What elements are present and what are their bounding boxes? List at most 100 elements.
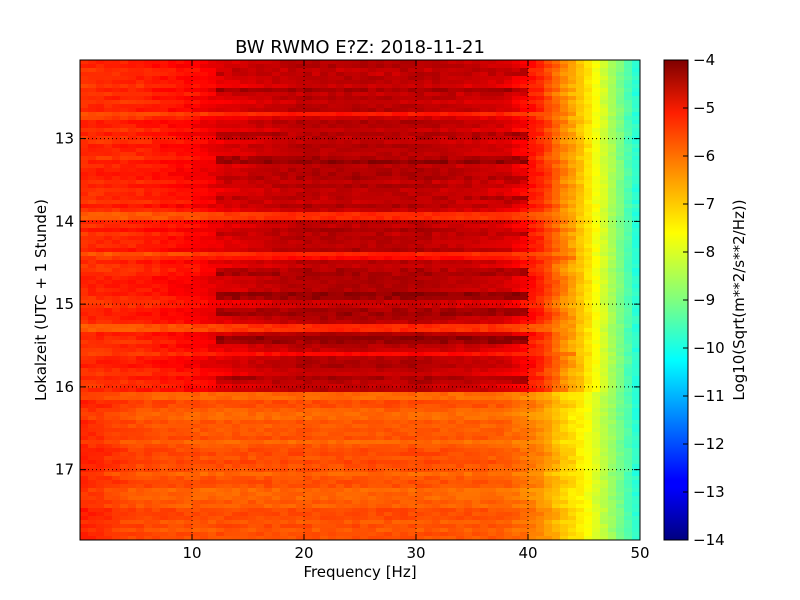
heatmap-cell: [360, 168, 369, 173]
heatmap-cell: [256, 88, 265, 93]
heatmap-cell: [472, 128, 481, 133]
heatmap-cell: [488, 152, 497, 157]
heatmap-cell: [496, 104, 505, 109]
heatmap-cell: [456, 332, 465, 337]
heatmap-cell: [104, 336, 113, 341]
heatmap-cell: [352, 180, 361, 185]
heatmap-cell: [168, 288, 177, 293]
heatmap-cell: [104, 260, 113, 265]
heatmap-cell: [168, 140, 177, 145]
heatmap-cell: [448, 224, 457, 229]
heatmap-cell: [120, 236, 129, 241]
heatmap-cell: [176, 320, 185, 325]
heatmap-cell: [296, 184, 305, 189]
heatmap-cell: [448, 156, 457, 161]
heatmap-cell: [456, 232, 465, 237]
heatmap-cell: [312, 132, 321, 137]
heatmap-cell: [336, 228, 345, 233]
heatmap-cell: [512, 280, 521, 285]
heatmap-cell: [136, 108, 145, 113]
heatmap-cell: [464, 280, 473, 285]
heatmap-cell: [488, 336, 497, 341]
heatmap-cell: [104, 264, 113, 269]
heatmap-cell: [424, 144, 433, 149]
heatmap-cell: [216, 248, 225, 253]
heatmap-cell: [472, 224, 481, 229]
heatmap-cell: [304, 96, 313, 101]
heatmap-cell: [352, 112, 361, 117]
heatmap-cell: [240, 344, 249, 349]
heatmap-cell: [608, 320, 617, 325]
heatmap-cell: [480, 108, 489, 113]
heatmap-cell: [104, 304, 113, 309]
heatmap-cell: [560, 96, 569, 101]
heatmap-cell: [272, 200, 281, 205]
heatmap-cell: [80, 92, 89, 97]
heatmap-cell: [624, 328, 633, 333]
heatmap-cell: [600, 180, 609, 185]
heatmap-cell: [560, 140, 569, 145]
heatmap-cell: [152, 140, 161, 145]
heatmap-cell: [216, 268, 225, 273]
heatmap-cell: [320, 204, 329, 209]
heatmap-cell: [368, 260, 377, 265]
heatmap-cell: [328, 196, 337, 201]
heatmap-cell: [352, 316, 361, 321]
heatmap-cell: [432, 76, 441, 81]
heatmap-cell: [568, 296, 577, 301]
heatmap-cell: [560, 240, 569, 245]
heatmap-cell: [112, 252, 121, 257]
heatmap-cell: [192, 108, 201, 113]
heatmap-cell: [432, 260, 441, 265]
heatmap-cell: [600, 340, 609, 345]
heatmap-cell: [480, 284, 489, 289]
heatmap-cell: [288, 192, 297, 197]
heatmap-cell: [536, 284, 545, 289]
heatmap-cell: [200, 260, 209, 265]
heatmap-cell: [360, 180, 369, 185]
heatmap-cell: [568, 308, 577, 313]
heatmap-cell: [168, 260, 177, 265]
heatmap-cell: [576, 132, 585, 137]
heatmap-cell: [256, 324, 265, 329]
heatmap-cell: [480, 304, 489, 309]
heatmap-cell: [440, 68, 449, 73]
heatmap-cell: [616, 340, 625, 345]
heatmap-cell: [592, 180, 601, 185]
heatmap-cell: [328, 168, 337, 173]
heatmap-cell: [424, 112, 433, 117]
heatmap-cell: [136, 312, 145, 317]
heatmap-cell: [184, 104, 193, 109]
heatmap-cell: [624, 140, 633, 145]
heatmap-cell: [440, 108, 449, 113]
heatmap-cell: [528, 208, 537, 213]
heatmap-cell: [248, 236, 257, 241]
heatmap-cell: [328, 180, 337, 185]
heatmap-cell: [464, 268, 473, 273]
heatmap-cell: [240, 220, 249, 225]
heatmap-cell: [248, 272, 257, 277]
heatmap-cell: [152, 248, 161, 253]
heatmap-cell: [344, 316, 353, 321]
heatmap-cell: [232, 92, 241, 97]
heatmap-cell: [600, 76, 609, 81]
heatmap-cell: [272, 72, 281, 77]
heatmap-cell: [472, 168, 481, 173]
heatmap-cell: [552, 180, 561, 185]
heatmap-cell: [384, 140, 393, 145]
heatmap-cell: [264, 164, 273, 169]
heatmap-cell: [176, 296, 185, 301]
heatmap-cell: [296, 208, 305, 213]
heatmap-cell: [624, 188, 633, 193]
heatmap-cell: [240, 176, 249, 181]
heatmap-cell: [224, 88, 233, 93]
heatmap-cell: [160, 332, 169, 337]
heatmap-cell: [616, 208, 625, 213]
heatmap-cell: [176, 336, 185, 341]
heatmap-cell: [560, 284, 569, 289]
heatmap-cell: [376, 216, 385, 221]
heatmap-cell: [544, 232, 553, 237]
heatmap-cell: [488, 200, 497, 205]
heatmap-cell: [112, 248, 121, 253]
heatmap-cell: [432, 152, 441, 157]
